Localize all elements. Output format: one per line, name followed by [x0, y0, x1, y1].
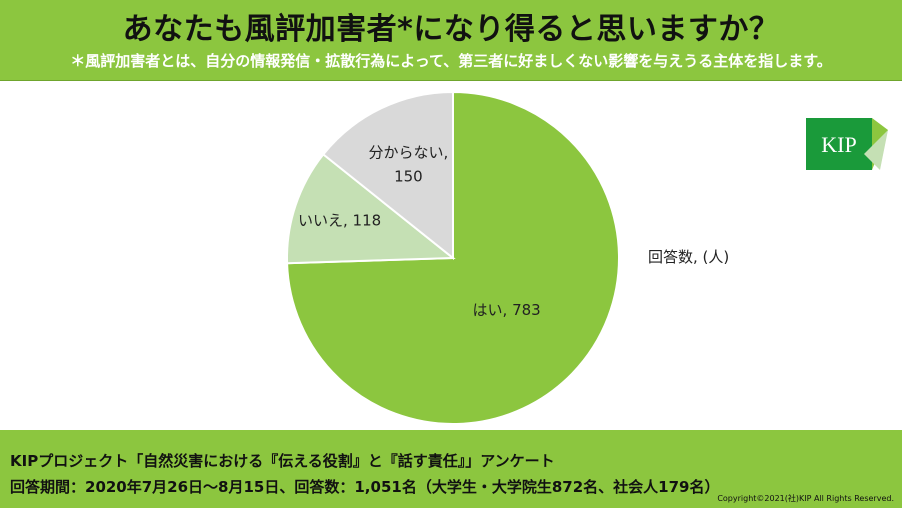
- page-title: あなたも風評加害者*になり得ると思いますか？: [122, 12, 780, 47]
- header-banner: あなたも風評加害者*になり得ると思いますか？ ＊風評加害者とは、自分の情報発信・…: [0, 0, 902, 81]
- pie-chart: はい, 783 いいえ, 118 分からない, 150: [286, 90, 620, 425]
- copyright: Copyright©2021(社)KIP All Rights Reserved…: [717, 494, 894, 503]
- survey-period: 回答期間：2020年7月26日～8月15日、回答数：1,051名（大学生・大学院…: [10, 478, 720, 496]
- survey-title: KIPプロジェクト「自然災害における『伝える役割』と『話す責任』」アンケート: [10, 452, 555, 470]
- pie-slice-label-2: 分からない, 150: [368, 143, 448, 185]
- logo-text: KIP: [821, 132, 856, 157]
- footer-banner: KIPプロジェクト「自然災害における『伝える役割』と『話す責任』」アンケート 回…: [0, 430, 902, 508]
- pie-slice-label-line1-2: 分からない,: [368, 143, 448, 161]
- pie-slice-0: [286, 90, 620, 425]
- pie-slice-label-0: はい, 783: [473, 301, 541, 319]
- pie-slice-label-line2-2: 150: [394, 167, 423, 185]
- legend-unit-label: 回答数, (人): [648, 248, 730, 266]
- kip-logo: KIP: [806, 118, 888, 170]
- pie-slice-2: [321, 90, 454, 261]
- pie-slice-1: [286, 152, 456, 265]
- pie-slice-label-1: いいえ, 118: [298, 211, 381, 229]
- page-subtitle: ＊風評加害者とは、自分の情報発信・拡散行為によって、第三者に好ましくない影響を与…: [70, 52, 832, 70]
